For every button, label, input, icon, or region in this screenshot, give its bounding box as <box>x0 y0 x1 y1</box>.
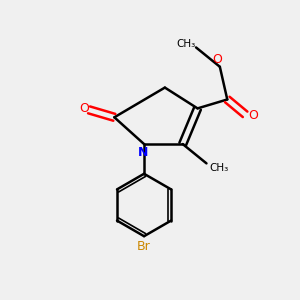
Text: Br: Br <box>137 240 151 253</box>
Text: O: O <box>80 102 89 115</box>
Text: CH₃: CH₃ <box>209 163 229 173</box>
Text: O: O <box>249 109 259 122</box>
Text: N: N <box>138 146 148 160</box>
Text: O: O <box>212 53 222 66</box>
Text: CH₃: CH₃ <box>176 40 195 50</box>
